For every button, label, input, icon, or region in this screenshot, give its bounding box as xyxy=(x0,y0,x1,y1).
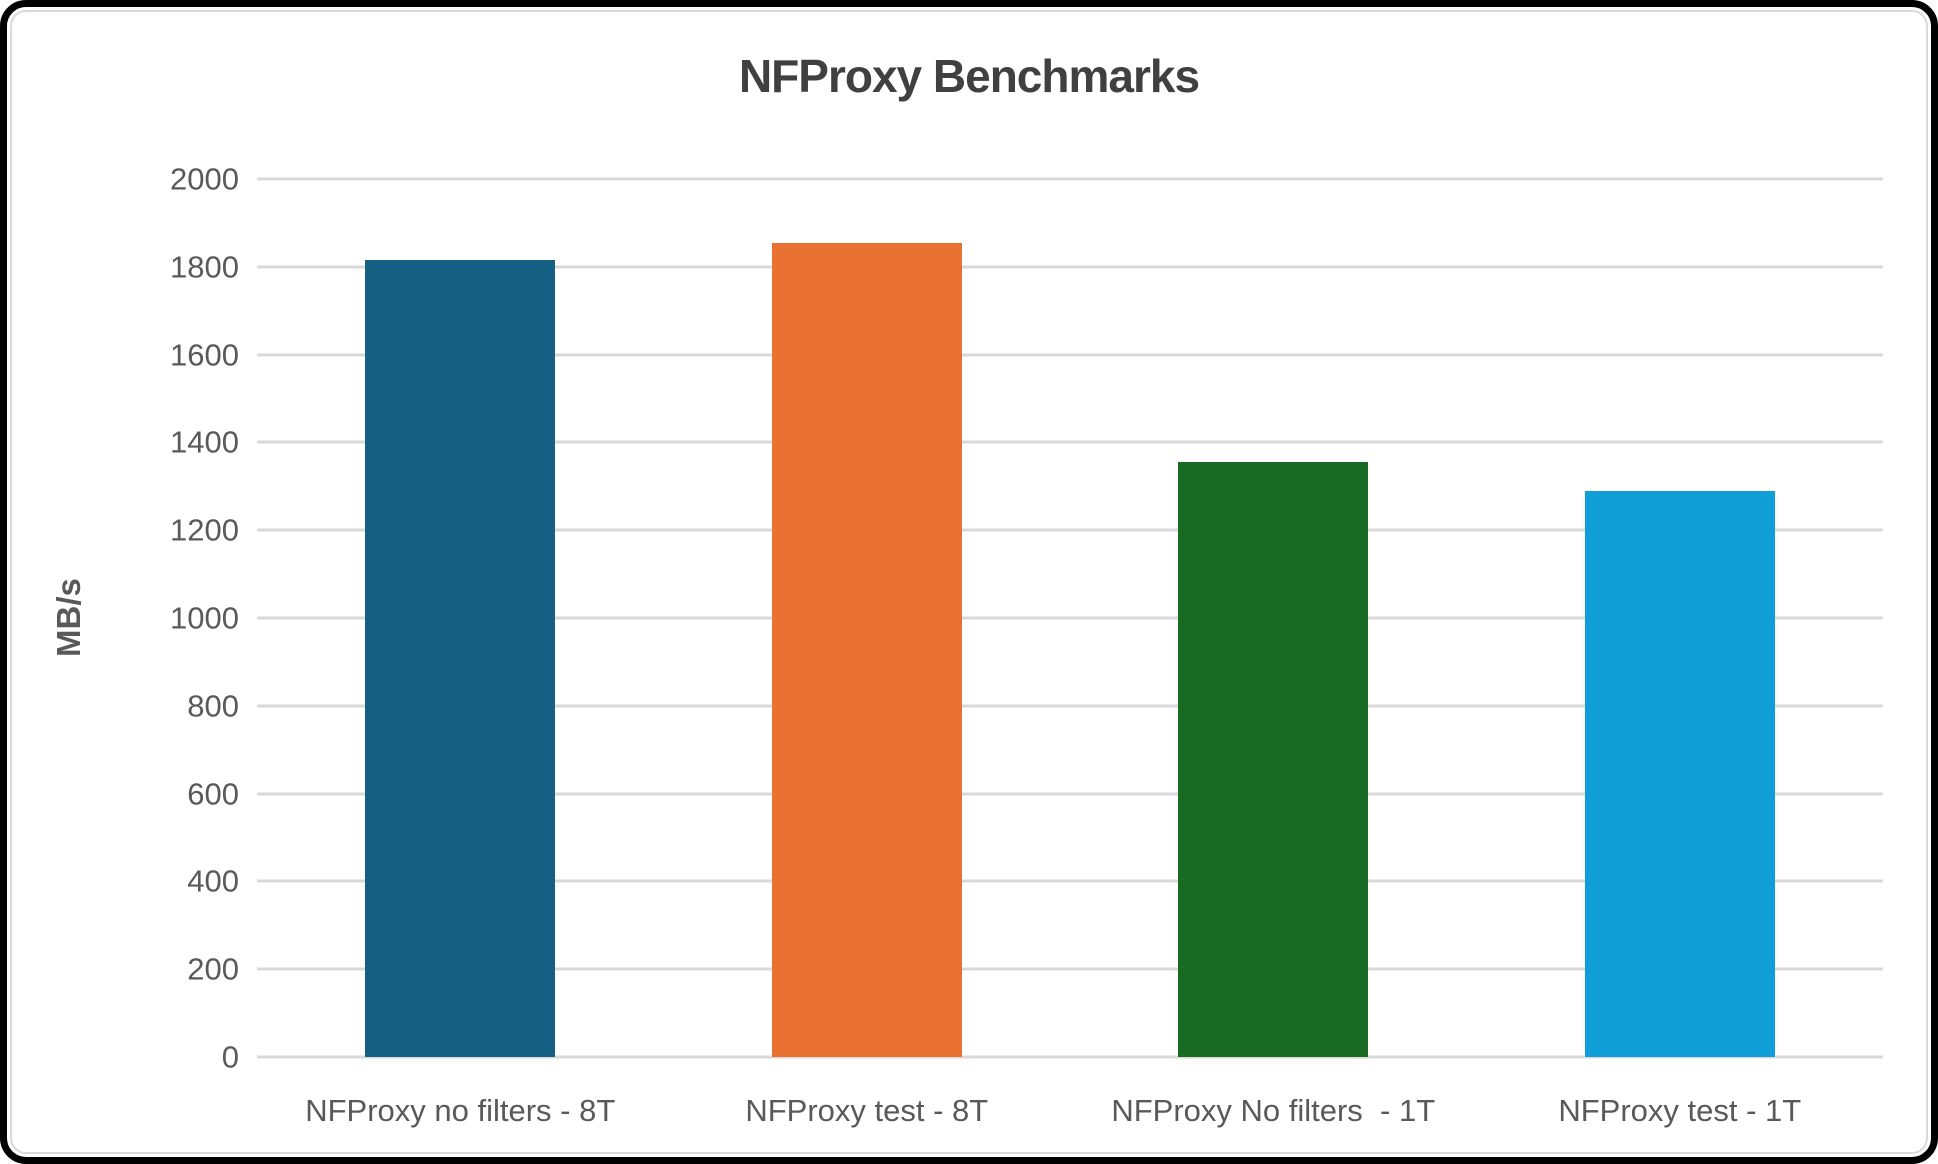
bar xyxy=(771,242,962,1057)
y-tick-label: 1600 xyxy=(170,337,239,373)
y-tick-label: 200 xyxy=(187,951,239,987)
gridline xyxy=(257,440,1883,444)
gridline xyxy=(257,616,1883,620)
y-tick-label: 1200 xyxy=(170,512,239,548)
x-tick-label: NFProxy no filters - 8T xyxy=(305,1093,616,1128)
x-tick-label: NFProxy test - 8T xyxy=(745,1093,989,1128)
x-tick-label: NFProxy test - 1T xyxy=(1558,1093,1802,1128)
x-axis-labels: NFProxy no filters - 8T NFProxy test - 8T… xyxy=(257,1057,1883,1137)
bar xyxy=(365,260,556,1057)
x-tick-label: NFProxy No filters - 1T xyxy=(1111,1093,1436,1128)
gridline xyxy=(257,265,1883,269)
plot-area xyxy=(257,177,1883,1059)
bar xyxy=(1584,490,1775,1057)
y-tick-label: 2000 xyxy=(170,161,239,197)
y-tick-label: 800 xyxy=(187,688,239,724)
y-tick-label: 1000 xyxy=(170,600,239,636)
gridline xyxy=(257,967,1883,971)
y-axis-ticks: 0 200 400 600 800 1000 1200 1400 1600 1800 2000 xyxy=(7,164,257,1073)
y-tick-label: 400 xyxy=(187,863,239,899)
bar xyxy=(1178,462,1369,1057)
gridline xyxy=(257,879,1883,883)
y-tick-label: 600 xyxy=(187,776,239,812)
x-axis-baseline xyxy=(257,1055,1883,1059)
gridline xyxy=(257,792,1883,796)
gridline xyxy=(257,704,1883,708)
chart-title: NFProxy Benchmarks xyxy=(738,50,1200,102)
gridline xyxy=(257,353,1883,357)
y-tick-label: 0 xyxy=(221,1039,239,1075)
gridline xyxy=(257,177,1883,181)
gridline xyxy=(257,528,1883,532)
y-tick-label: 1800 xyxy=(170,249,239,285)
y-tick-label: 1400 xyxy=(170,424,239,460)
